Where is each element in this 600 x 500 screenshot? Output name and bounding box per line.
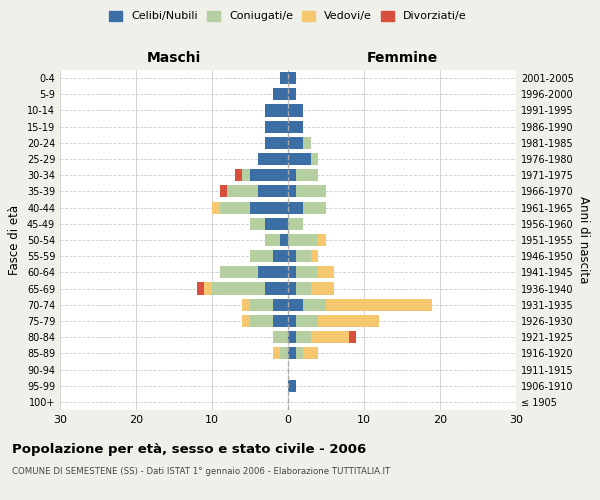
Bar xyxy=(273,250,288,262)
Bar xyxy=(220,266,257,278)
Bar xyxy=(296,266,319,278)
Bar xyxy=(280,234,288,246)
Bar xyxy=(257,153,288,165)
Bar xyxy=(296,186,326,198)
Bar xyxy=(319,315,379,327)
Bar xyxy=(288,120,303,132)
Bar xyxy=(250,218,265,230)
Bar xyxy=(288,234,319,246)
Bar xyxy=(288,218,303,230)
Bar xyxy=(250,169,288,181)
Bar xyxy=(265,234,280,246)
Bar xyxy=(273,331,288,343)
Bar xyxy=(296,315,319,327)
Bar xyxy=(311,331,349,343)
Y-axis label: Fasce di età: Fasce di età xyxy=(8,205,21,275)
Bar xyxy=(220,202,250,213)
Bar xyxy=(273,298,288,311)
Bar xyxy=(273,315,288,327)
Bar xyxy=(288,72,296,84)
Bar xyxy=(349,331,356,343)
Bar xyxy=(273,348,280,360)
Bar xyxy=(303,348,319,360)
Bar xyxy=(326,298,433,311)
Bar xyxy=(288,266,296,278)
Bar xyxy=(296,250,311,262)
Bar xyxy=(212,282,265,294)
Bar xyxy=(280,348,288,360)
Bar xyxy=(212,202,220,213)
Bar xyxy=(288,104,303,117)
Bar xyxy=(288,282,296,294)
Bar xyxy=(288,298,303,311)
Bar xyxy=(288,137,303,149)
Bar xyxy=(265,120,288,132)
Bar xyxy=(319,234,326,246)
Bar xyxy=(288,88,296,101)
Bar xyxy=(296,331,311,343)
Bar xyxy=(265,218,288,230)
Bar xyxy=(227,186,257,198)
Bar xyxy=(311,250,319,262)
Bar xyxy=(303,202,326,213)
Bar xyxy=(197,282,205,294)
Bar xyxy=(319,266,334,278)
Bar xyxy=(257,266,288,278)
Bar xyxy=(250,202,288,213)
Bar xyxy=(288,331,296,343)
Bar xyxy=(220,186,227,198)
Bar xyxy=(288,153,311,165)
Bar xyxy=(311,282,334,294)
Bar xyxy=(288,315,296,327)
Y-axis label: Anni di nascita: Anni di nascita xyxy=(577,196,590,284)
Bar xyxy=(296,282,311,294)
Bar xyxy=(250,298,273,311)
Text: Maschi: Maschi xyxy=(147,51,201,65)
Bar xyxy=(296,348,303,360)
Bar xyxy=(280,72,288,84)
Bar xyxy=(250,315,273,327)
Bar xyxy=(273,88,288,101)
Bar xyxy=(242,298,250,311)
Bar xyxy=(242,315,250,327)
Bar xyxy=(288,202,303,213)
Bar xyxy=(257,186,288,198)
Bar xyxy=(311,153,319,165)
Bar xyxy=(288,348,296,360)
Bar xyxy=(296,169,319,181)
Bar xyxy=(205,282,212,294)
Legend: Celibi/Nubili, Coniugati/e, Vedovi/e, Divorziati/e: Celibi/Nubili, Coniugati/e, Vedovi/e, Di… xyxy=(109,10,467,22)
Bar xyxy=(288,186,296,198)
Bar xyxy=(288,250,296,262)
Bar xyxy=(242,169,250,181)
Bar xyxy=(235,169,242,181)
Bar xyxy=(303,298,326,311)
Bar xyxy=(250,250,273,262)
Bar xyxy=(288,169,296,181)
Text: Popolazione per età, sesso e stato civile - 2006: Popolazione per età, sesso e stato civil… xyxy=(12,442,366,456)
Text: COMUNE DI SEMESTENE (SS) - Dati ISTAT 1° gennaio 2006 - Elaborazione TUTTITALIA.: COMUNE DI SEMESTENE (SS) - Dati ISTAT 1°… xyxy=(12,468,390,476)
Text: Femmine: Femmine xyxy=(367,51,437,65)
Bar xyxy=(265,104,288,117)
Bar xyxy=(265,282,288,294)
Bar xyxy=(288,380,296,392)
Bar xyxy=(265,137,288,149)
Bar xyxy=(303,137,311,149)
